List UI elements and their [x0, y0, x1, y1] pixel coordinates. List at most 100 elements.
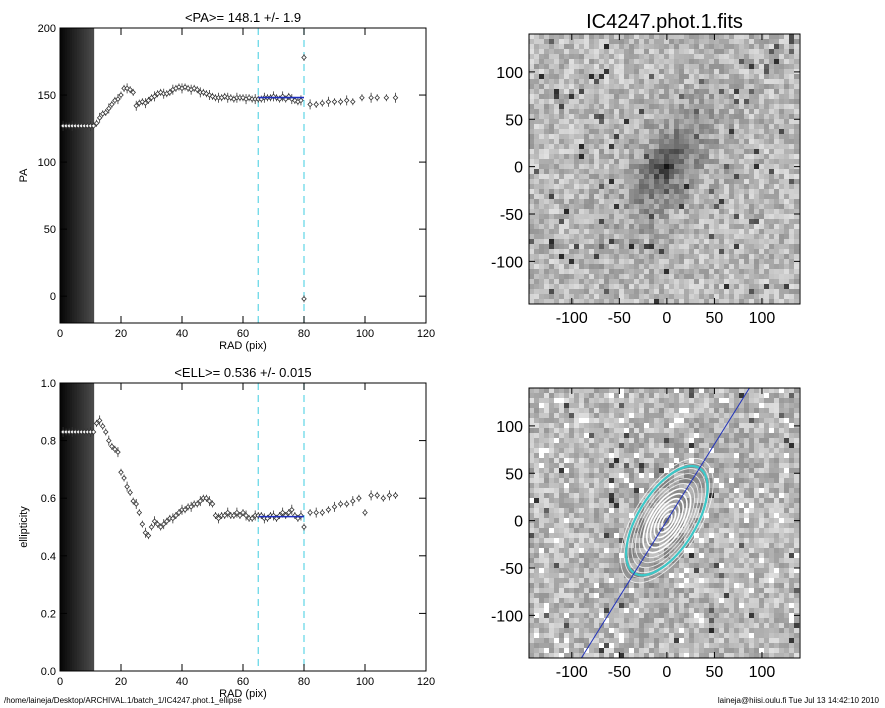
- panel2-image-pixel: [649, 239, 655, 245]
- panel3-image-pixel: [544, 398, 550, 404]
- panel3-image-pixel: [709, 463, 715, 469]
- panel3-image-pixel: [694, 518, 700, 524]
- panel2-image-pixel: [709, 154, 715, 160]
- panel3-image-pixel: [579, 423, 585, 429]
- panel2-image-pixel: [609, 289, 615, 295]
- panel3-image-pixel: [694, 418, 700, 424]
- panel3-image-pixel: [679, 398, 685, 404]
- panel2-image-pixel: [534, 259, 540, 265]
- panel2-image-pixel: [719, 94, 725, 100]
- panel3-image-pixel: [604, 508, 610, 514]
- panel2-image-pixel: [574, 134, 580, 140]
- panel3-image-pixel: [599, 433, 605, 439]
- panel3-image-pixel: [574, 453, 580, 459]
- panel3-image-pixel: [554, 443, 560, 449]
- panel3-image-pixel: [619, 403, 625, 409]
- panel3-image-pixel: [719, 518, 725, 524]
- panel2-image-pixel: [714, 294, 720, 300]
- panel2-image-pixel: [659, 284, 665, 290]
- panel2-image-pixel: [594, 199, 600, 205]
- panel3-image-pixel: [724, 448, 730, 454]
- panel3-image-pixel: [744, 443, 750, 449]
- panel3-image-pixel: [554, 448, 560, 454]
- panel2-image-pixel: [714, 204, 720, 210]
- panel2-image-pixel: [719, 134, 725, 140]
- panel2-image-pixel: [639, 284, 645, 290]
- panel2-image-pixel: [644, 249, 650, 255]
- panel2-image-pixel: [609, 149, 615, 155]
- panel2-image-pixel: [669, 59, 675, 65]
- panel2-image-pixel: [659, 94, 665, 100]
- panel2-image-pixel: [614, 204, 620, 210]
- panel2-image-pixel: [564, 69, 570, 75]
- panel2-image-pixel: [634, 154, 640, 160]
- panel2-image-pixel: [729, 59, 735, 65]
- panel2-image-pixel: [539, 214, 545, 220]
- panel2-image-pixel: [724, 84, 730, 90]
- panel2-image-pixel: [559, 54, 565, 60]
- panel2-image-pixel: [779, 99, 785, 105]
- panel2-image-pixel: [574, 254, 580, 260]
- panel2-image-pixel: [714, 109, 720, 115]
- panel2-image-pixel: [784, 169, 790, 175]
- panel2-image-pixel: [714, 159, 720, 165]
- panel2-image-pixel: [739, 109, 745, 115]
- panel2-image-pixel: [659, 34, 665, 40]
- panel2-image-pixel: [714, 154, 720, 160]
- panel3-image-pixel: [639, 438, 645, 444]
- panel3-image-pixel: [529, 488, 535, 494]
- panel3-image-pixel: [789, 428, 795, 434]
- panel3-image-pixel: [664, 478, 670, 484]
- panel3-image-pixel: [739, 443, 745, 449]
- panel2-image-pixel: [644, 149, 650, 155]
- panel2-image-pixel: [754, 124, 760, 130]
- panel2-image-pixel: [739, 59, 745, 65]
- panel2-image-pixel: [604, 179, 610, 185]
- panel3-image-pixel: [644, 393, 650, 399]
- panel3-image-pixel: [604, 408, 610, 414]
- panel3-image-pixel: [724, 513, 730, 519]
- panel2-image-pixel: [584, 84, 590, 90]
- panel3-image-pixel: [774, 518, 780, 524]
- panel2-image-pixel: [754, 149, 760, 155]
- panel0-masked-region-stripe: [67, 28, 71, 323]
- panel3-image-pixel: [624, 503, 630, 509]
- panel2-image-pixel: [639, 54, 645, 60]
- panel3-image-pixel: [544, 483, 550, 489]
- panel2-image-pixel: [724, 144, 730, 150]
- panel2-image-pixel: [699, 289, 705, 295]
- panel2-image-pixel: [729, 254, 735, 260]
- panel3-image-pixel: [759, 503, 765, 509]
- panel2-image-pixel: [544, 84, 550, 90]
- panel3-image-pixel: [554, 398, 560, 404]
- panel2-image-pixel: [659, 54, 665, 60]
- panel2-image-pixel: [644, 74, 650, 80]
- panel2-image-pixel: [664, 144, 670, 150]
- panel3-image-pixel: [559, 443, 565, 449]
- panel3-image-pixel: [604, 493, 610, 499]
- panel2-image-pixel: [609, 224, 615, 230]
- panel2-image-pixel: [659, 229, 665, 235]
- panel2-y-tick-label: -50: [500, 207, 523, 224]
- panel2-image-pixel: [569, 49, 575, 55]
- panel3-image-pixel: [679, 518, 685, 524]
- panel2-image-pixel: [789, 134, 795, 140]
- panel3-image-pixel: [764, 508, 770, 514]
- panel2-image-pixel: [544, 79, 550, 85]
- panel3-image-pixel: [574, 483, 580, 489]
- panel3-image-pixel: [754, 468, 760, 474]
- panel2-image-pixel: [704, 299, 710, 305]
- panel3-image-pixel: [534, 423, 540, 429]
- panel2-image-pixel: [774, 69, 780, 75]
- panel3-image-pixel: [574, 443, 580, 449]
- panel3-image-pixel: [764, 518, 770, 524]
- panel3-image-pixel: [764, 418, 770, 424]
- panel3-image-pixel: [624, 518, 630, 524]
- panel3-image-pixel: [784, 433, 790, 439]
- panel3-image-pixel: [579, 438, 585, 444]
- panel2-image-pixel: [694, 59, 700, 65]
- panel2-image-pixel: [559, 49, 565, 55]
- panel2-image-pixel: [764, 259, 770, 265]
- panel2-image-pixel: [659, 64, 665, 70]
- panel2-image-pixel: [759, 289, 765, 295]
